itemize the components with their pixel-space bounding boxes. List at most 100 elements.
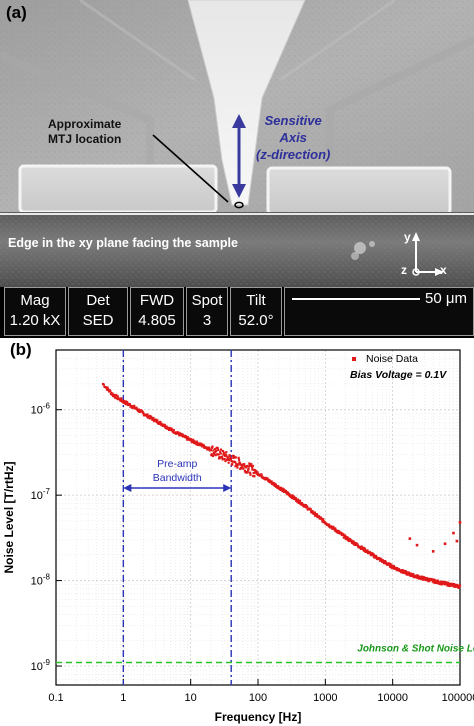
data-point [249,471,252,474]
data-point [249,473,252,476]
data-point [233,461,237,464]
sem-image [0,0,474,287]
data-point [409,572,412,575]
data-point [153,419,156,423]
data-point [225,455,228,458]
info-cell-spot: Spot 3 [186,287,228,336]
axis-label-line2: Axis [279,130,307,145]
data-point [214,454,217,457]
data-point [212,449,215,452]
outlier-point [452,531,455,535]
outlier-point [443,542,447,546]
data-point [217,448,220,452]
data-point [245,464,249,468]
det-value: SED [82,312,114,329]
sensitive-axis-label: Sensitive Axis (z-direction) [256,112,330,163]
data-point [202,443,205,447]
data-point [342,533,345,536]
data-point [311,510,314,513]
x-tick-label: 10 [185,692,197,704]
data-point [113,394,116,397]
data-point [247,469,250,472]
data-point [298,501,301,504]
data-point [250,463,253,466]
data-point [105,388,109,391]
data-point [238,462,241,465]
data-point [237,463,240,466]
preamp-label-line2: Bandwidth [153,472,202,484]
data-point [352,541,355,544]
data-point [284,490,288,493]
mtj-label-line1: Approximate [48,117,122,131]
data-point [251,464,254,468]
info-cell-det: Det SED [68,287,128,336]
data-point [252,471,255,475]
data-point [234,456,237,459]
data-point [208,446,211,449]
data-point [346,536,349,539]
data-point [237,458,241,461]
data-point [366,550,369,553]
data-point [107,388,110,391]
data-point [451,584,454,587]
data-point [148,415,151,419]
x-axis-letter: x [440,263,447,277]
data-point [145,415,149,418]
data-point [290,496,294,500]
data-point [178,434,181,437]
right-contact-pad [266,166,452,216]
data-point [227,456,230,459]
data-point [133,404,136,407]
data-point [219,452,222,455]
data-point [290,494,293,498]
data-point [448,584,452,587]
data-point [116,396,119,399]
data-point [219,450,222,453]
outlier-point [431,550,435,553]
data-point [165,425,168,428]
data-point [422,578,425,581]
x-tick-label: 1 [120,692,126,704]
data-point [185,435,188,439]
data-point [227,461,230,464]
data-point [200,443,203,446]
data-point [222,451,225,455]
data-point [380,558,383,561]
data-point [316,514,319,517]
data-point [130,404,133,408]
data-point [195,440,199,443]
data-point [213,448,217,451]
data-point [213,451,216,455]
data-point [241,466,244,469]
data-point [401,569,404,572]
data-point [135,406,138,409]
legend-label: Noise Data [366,353,418,365]
data-point [159,421,162,424]
data-point [111,392,114,395]
data-point [348,539,351,543]
data-point [236,466,239,469]
data-point [412,573,415,576]
data-point [247,465,251,468]
data-point [295,500,299,503]
data-point [157,422,161,425]
data-point [252,474,255,478]
data-point [255,472,258,475]
data-point [150,415,153,418]
data-point [128,403,132,406]
data-point [138,410,141,413]
data-point [209,448,212,452]
data-point [190,438,193,442]
data-point [221,450,225,453]
data-point [102,383,105,386]
data-point [151,418,154,421]
data-point [306,506,309,509]
data-point [313,512,316,516]
data-point [373,554,376,557]
data-point [447,582,451,585]
data-point [232,456,235,460]
arrow-head-right [223,484,232,492]
data-point [225,451,228,454]
bias-voltage-label: Bias Voltage = 0.1V [350,369,447,381]
data-point [193,440,196,443]
